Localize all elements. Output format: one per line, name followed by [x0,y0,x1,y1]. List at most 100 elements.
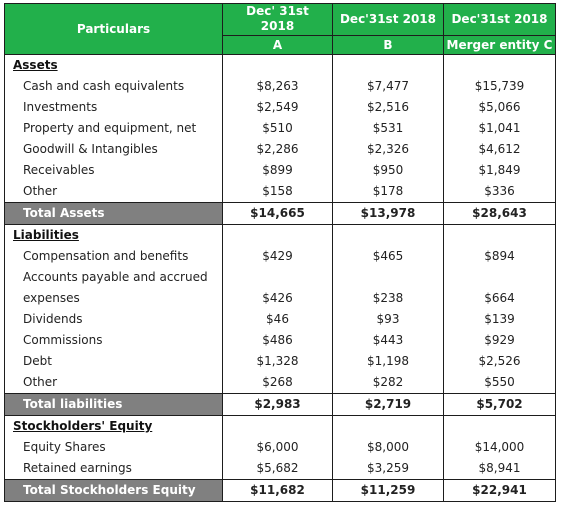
col-b-header: Dec'31st 2018 [332,3,444,36]
value-a: $2,983 [222,393,333,416]
table-row: Receivables $899 $950 $1,849 [4,160,556,181]
value-c: $929 [443,330,556,351]
table-row: Other $158 $178 $336 [4,181,556,203]
col-c-header: Dec'31st 2018 [443,3,556,36]
table-row: Commissions $486 $443 $929 [4,330,556,351]
value-b [332,267,444,288]
value-a: $14,665 [222,202,333,225]
value-b: $8,000 [332,437,444,458]
col-a-header-line2: 2018 [260,19,295,33]
value-b: $13,978 [332,202,444,225]
row-label: Other [4,372,223,394]
value-a [222,267,333,288]
value-b: $7,477 [332,76,444,97]
value-c: $1,849 [443,160,556,181]
table-row: Dividends $46 $93 $139 [4,309,556,330]
value-c: $4,612 [443,139,556,160]
value-b: $178 [332,181,444,203]
table-row: Compensation and benefits $429 $465 $894 [4,246,556,267]
value-a: $5,682 [222,458,333,480]
total-equity-row: Total Stockholders Equity $11,682 $11,259 $… [4,479,556,502]
row-label: Receivables [4,160,223,181]
section-assets: Assets [4,54,556,76]
value-a: $158 [222,181,333,203]
row-label: Accounts payable and accrued [4,267,223,288]
row-label: Compensation and benefits [4,246,223,267]
table-row: Equity Shares $6,000 $8,000 $14,000 [4,437,556,458]
value-a: $8,263 [222,76,333,97]
value-c: $550 [443,372,556,394]
value-a: $268 [222,372,333,394]
row-label: Commissions [4,330,223,351]
col-a-subheader: A [222,35,333,55]
section-equity: Stockholders' Equity [4,415,556,437]
row-label: Equity Shares [4,437,223,458]
row-label: Total Stockholders Equity [4,479,223,502]
value-c: $336 [443,181,556,203]
value-a: $899 [222,160,333,181]
value-a: $6,000 [222,437,333,458]
row-label: Property and equipment, net [4,118,223,139]
value-b: $465 [332,246,444,267]
value-b: $950 [332,160,444,181]
col-a-header: Dec' 31st 2018 [222,3,333,36]
subheader-row: A B Merger entity C [5,35,556,55]
table-row: Accounts payable and accrued [4,267,556,288]
row-label: Other [4,181,223,203]
row-label: Investments [4,97,223,118]
value-b: $2,516 [332,97,444,118]
value-b: $1,198 [332,351,444,372]
value-c [443,267,556,288]
row-label: Total liabilities [4,393,223,416]
value-a: $429 [222,246,333,267]
value-b: $238 [332,288,444,309]
row-label: Dividends [4,309,223,330]
table-row: Debt $1,328 $1,198 $2,526 [4,351,556,372]
value-c: $22,941 [443,479,556,502]
value-c: $139 [443,309,556,330]
value-a: $46 [222,309,333,330]
value-a: $510 [222,118,333,139]
table-row: Cash and cash equivalents $8,263 $7,477 $15… [4,76,556,97]
value-c: $5,066 [443,97,556,118]
col-b-subheader: B [332,35,444,55]
value-a: $2,286 [222,139,333,160]
value-a: $11,682 [222,479,333,502]
value-b: $3,259 [332,458,444,480]
value-b: $282 [332,372,444,394]
table-row: Other $268 $282 $550 [4,372,556,394]
value-c: $5,702 [443,393,556,416]
value-b: $531 [332,118,444,139]
table-row: Goodwill & Intangibles $2,286 $2,326 $4,612 [4,139,556,160]
value-b: $443 [332,330,444,351]
value-c: $8,941 [443,458,556,480]
table-body: Assets Cash and cash equivalents $8,263 $7… [4,54,556,502]
row-label: Debt [4,351,223,372]
value-c: $664 [443,288,556,309]
value-c: $28,643 [443,202,556,225]
value-c: $14,000 [443,437,556,458]
total-liabilities-row: Total liabilities $2,983 $2,719 $5,702 [4,393,556,416]
table-row: expenses $426 $238 $664 [4,288,556,309]
section-liabilities: Liabilities [4,224,556,246]
particulars-header: Particulars [4,3,223,55]
col-a-header-line1: Dec' 31st [246,4,309,18]
value-b: $2,326 [332,139,444,160]
row-label: expenses [4,288,223,309]
value-c: $15,739 [443,76,556,97]
section-title: Assets [4,54,223,76]
table-row: Retained earnings $5,682 $3,259 $8,941 [4,458,556,480]
total-assets-row: Total Assets $14,665 $13,978 $28,643 [4,202,556,225]
value-a: $486 [222,330,333,351]
col-c-subheader: Merger entity C [443,35,556,55]
value-b: $2,719 [332,393,444,416]
row-label: Cash and cash equivalents [4,76,223,97]
value-c: $894 [443,246,556,267]
value-a: $1,328 [222,351,333,372]
row-label: Total Assets [4,202,223,225]
value-c: $2,526 [443,351,556,372]
table-row: Property and equipment, net $510 $531 $1,04… [4,118,556,139]
table-row: Investments $2,549 $2,516 $5,066 [4,97,556,118]
row-label: Retained earnings [4,458,223,480]
